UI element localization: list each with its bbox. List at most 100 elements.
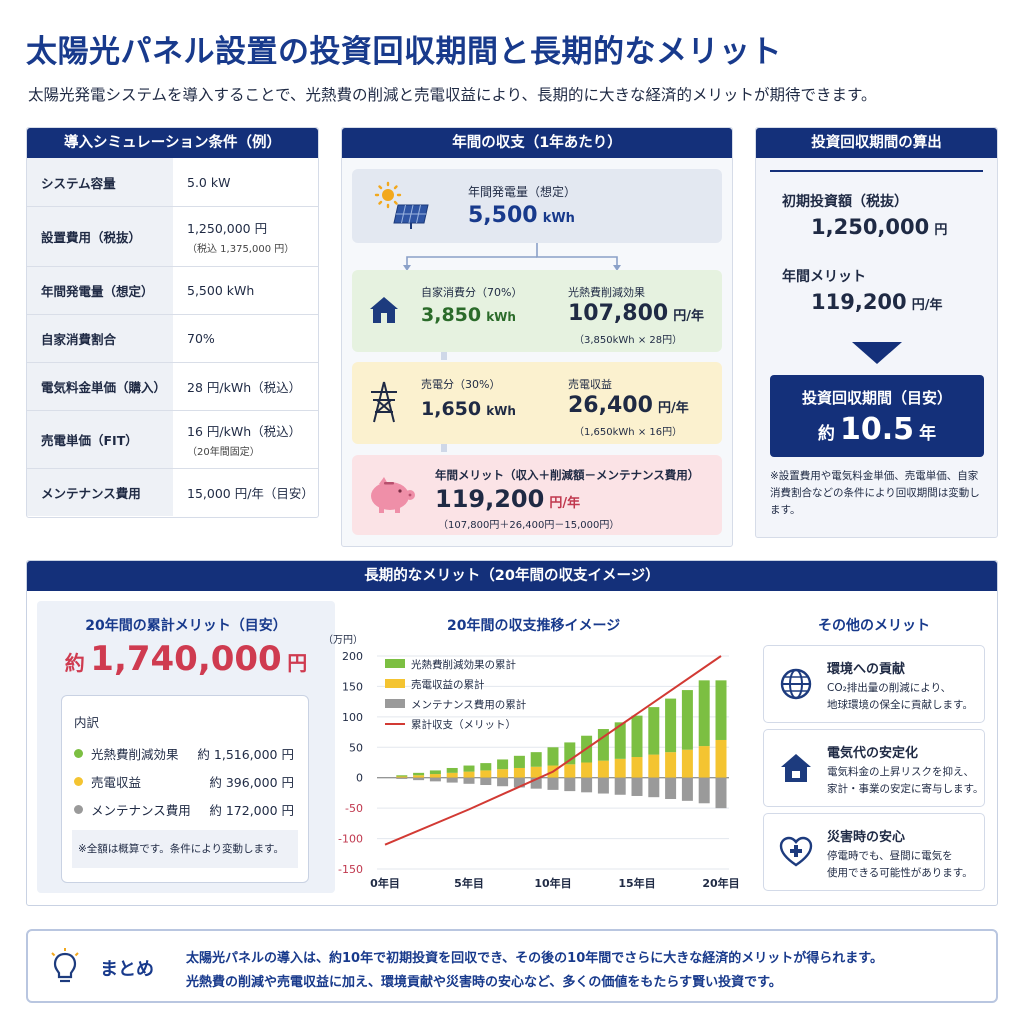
condition-value-text: 15,000 円/年（目安） — [187, 486, 314, 501]
initial-unit: 円 — [934, 223, 948, 238]
heart-shield-icon — [779, 836, 813, 867]
cumulative-value: 1,740,000 — [90, 639, 282, 679]
result-prefix: 約 — [817, 424, 835, 444]
x-tick-label: 5年目 — [454, 876, 484, 890]
payback-result-box: 投資回収期間（目安） 約 10.5 年 — [770, 375, 984, 457]
y-tick-label: 100 — [342, 711, 363, 724]
breakdown-title: 内訳 — [74, 715, 100, 730]
other-text-line: 地球環境の保全に貢献します。 — [827, 699, 973, 711]
condition-note: （20年間固定） — [187, 447, 260, 458]
bar-saving — [530, 752, 542, 767]
legend-swatch — [385, 679, 405, 688]
condition-key: システム容量 — [27, 158, 173, 206]
y-tick-label: 50 — [349, 741, 363, 754]
self-amount: 3,850 kWh — [421, 304, 516, 326]
sell-value: 1,650 — [421, 398, 482, 420]
payback-header: 投資回収期間の算出 — [756, 128, 997, 158]
bar-saving — [665, 698, 677, 753]
initial-label: 初期投資額（税抜） — [782, 194, 908, 210]
sell-unit: kWh — [486, 404, 516, 418]
other-card-disaster: 災害時の安心 停電時でも、昼間に電気を 使用できる可能性があります。 — [763, 813, 985, 891]
longterm-header: 長期的なメリット（20年間の収支イメージ） — [27, 561, 997, 591]
conditions-row: 自家消費割合 70% — [27, 314, 318, 362]
bar-saving — [715, 680, 727, 740]
bar-maintenance — [581, 777, 593, 793]
bar-income — [513, 767, 525, 778]
breakdown-row: 光熱費削減効果 約 1,516,000 円 — [74, 744, 294, 763]
breakdown-label: 売電収益 — [91, 775, 142, 790]
bar-maintenance — [665, 777, 677, 800]
annual-merit-box: 年間メリット（収入＋削減額－メンテナンス費用） 119,200 円/年 （107… — [352, 455, 722, 535]
longterm-panel: 長期的なメリット（20年間の収支イメージ） 20年間の累計メリット（目安） 約 … — [26, 560, 998, 906]
y-tick-label: 0 — [356, 772, 363, 785]
other-card-environment: 環境への貢献 CO₂排出量の削減により、 地球環境の保全に貢献します。 — [763, 645, 985, 723]
divider — [770, 170, 983, 172]
y-tick-label: 150 — [342, 680, 363, 693]
conditions-row: 電気料金単価（購入） 28 円/kWh（税込） — [27, 362, 318, 410]
bar-income — [564, 764, 576, 778]
bar-income — [665, 752, 677, 778]
bar-saving — [480, 763, 492, 771]
bar-income — [631, 757, 643, 778]
legend-label: 売電収益の累計 — [411, 678, 485, 691]
bar-income — [446, 772, 458, 778]
conditions-panel: 導入シミュレーション条件（例） システム容量 5.0 kW 設置費用（税抜） 1… — [26, 127, 319, 518]
generation-amount: 5,500 kWh — [468, 203, 575, 228]
conditions-table: システム容量 5.0 kW 設置費用（税抜） 1,250,000 円 （税込 1,… — [27, 158, 318, 516]
bar-income — [698, 746, 710, 778]
breakdown-value: 約 396,000 円 — [209, 775, 294, 790]
bar-income — [413, 775, 425, 778]
summary-line: 太陽光パネルの導入は、約10年で初期投資を回収でき、その後の10年間でさらに大き… — [186, 951, 883, 966]
condition-value-text: 5.0 kW — [187, 174, 231, 190]
merit-value: 119,200 — [435, 485, 545, 513]
connector — [441, 444, 447, 452]
condition-key: 設置費用（税抜） — [27, 207, 173, 266]
condition-key: 売電単価（FIT） — [27, 411, 173, 468]
result-amount: 約 10.5 年 — [770, 412, 984, 447]
condition-value-text: 16 円/kWh（税込） — [187, 424, 302, 439]
bar-income — [463, 771, 475, 778]
income-dot — [74, 777, 83, 786]
other-text: CO₂排出量の削減により、 地球環境の保全に貢献します。 — [827, 680, 973, 714]
condition-key: 電気料金単価（購入） — [27, 363, 173, 410]
condition-note: （税込 1,375,000 円） — [187, 244, 295, 255]
income-value: 26,400 — [568, 393, 653, 418]
bar-maintenance — [648, 777, 660, 798]
result-unit: 年 — [919, 424, 937, 444]
self-unit: kWh — [486, 310, 516, 324]
summary-text: 太陽光パネルの導入は、約10年で初期投資を回収でき、その後の10年間でさらに大き… — [186, 947, 883, 995]
legend-label: メンテナンス費用の累計 — [411, 698, 527, 711]
other-text-line: 家計・事業の安定に寄与します。 — [827, 783, 984, 795]
other-heading: 環境への貢献 — [827, 662, 906, 677]
bar-saving — [429, 770, 441, 775]
payback-panel: 投資回収期間の算出 初期投資額（税抜） 1,250,000 円 年間メリット 1… — [755, 127, 998, 538]
breakdown-label: 光熱費削減効果 — [91, 747, 179, 762]
other-text-line: 使用できる可能性があります。 — [827, 867, 973, 879]
summary-label: まとめ — [100, 959, 154, 980]
self-consumption-box: 自家消費分（70%） 3,850 kWh 光熱費削減効果 107,800 円/年… — [352, 270, 722, 352]
piggy-bank-icon — [371, 477, 415, 513]
breakdown-label: メンテナンス費用 — [91, 803, 191, 818]
bar-saving — [648, 707, 660, 755]
legend-swatch — [385, 659, 405, 668]
other-text-line: 電気料金の上昇リスクを抑え、 — [827, 766, 974, 778]
other-card-stability: 電気代の安定化 電気料金の上昇リスクを抑え、 家計・事業の安定に寄与します。 — [763, 729, 985, 807]
y-tick-label: -100 — [338, 833, 363, 846]
bar-saving — [513, 755, 525, 768]
bar-maintenance — [547, 777, 559, 790]
bar-income — [715, 739, 727, 778]
other-heading: 電気代の安定化 — [827, 746, 919, 761]
bar-income — [530, 766, 542, 778]
x-tick-label: 20年目 — [702, 876, 739, 890]
initial-value: 1,250,000 — [811, 215, 930, 239]
condition-value: 70% — [173, 315, 318, 362]
generation-box: 年間発電量（想定） 5,500 kWh — [352, 169, 722, 243]
condition-value: 16 円/kWh（税込） （20年間固定） — [173, 411, 318, 468]
bar-maintenance — [681, 777, 693, 801]
arrow-down-icon — [852, 342, 902, 364]
bar-maintenance — [497, 777, 509, 787]
bar-income — [429, 774, 441, 778]
bar-maintenance — [513, 777, 525, 788]
condition-value: 15,000 円/年（目安） — [173, 469, 318, 516]
breakdown-box: 内訳 光熱費削減効果 約 1,516,000 円 売電収益 約 396,000 … — [61, 695, 309, 883]
